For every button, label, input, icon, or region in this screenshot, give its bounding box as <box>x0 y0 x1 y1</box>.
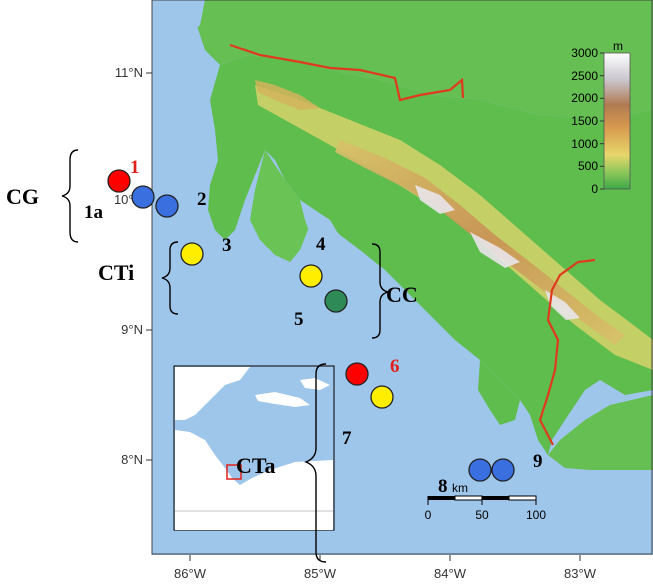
site-marker-8 <box>469 459 491 481</box>
site-label-2: 2 <box>197 189 207 210</box>
elevation-legend: m 3000 2500 2000 1500 1000 500 0 <box>558 39 638 196</box>
legend-tick-label: 0 <box>591 182 598 196</box>
group-label-cg: CG <box>6 184 39 209</box>
inset-map <box>174 366 334 530</box>
lon-label: 83°W <box>564 566 597 581</box>
scale-unit: km <box>452 481 468 495</box>
legend-colorbar <box>604 53 630 189</box>
group-label-cta: CTa <box>236 453 276 478</box>
site-marker-7 <box>371 386 393 408</box>
scale-tick-label: 100 <box>526 508 546 522</box>
scale-seg <box>482 496 509 500</box>
site-label-3: 3 <box>222 235 232 256</box>
site-marker-1 <box>108 170 130 192</box>
site-label-4: 4 <box>316 234 326 255</box>
group-label-cti: CTi <box>98 260 134 285</box>
group-label-cc: CC <box>386 282 418 307</box>
legend-tick-label: 2000 <box>571 91 598 105</box>
legend-tick-label: 2500 <box>571 69 598 83</box>
lat-label: 8°N <box>121 452 143 467</box>
lon-axis: 86°W 85°W 84°W 83°W <box>174 555 597 581</box>
legend-tick-label: 500 <box>578 159 598 173</box>
site-marker-6 <box>346 363 368 385</box>
site-label-7: 7 <box>342 428 352 449</box>
legend-tick-label: 1000 <box>571 137 598 151</box>
scale-seg <box>509 496 536 500</box>
site-label-1a: 1a <box>84 202 104 223</box>
legend-unit: m <box>613 39 623 53</box>
lon-label: 85°W <box>304 566 337 581</box>
site-label-8: 8 <box>438 476 448 497</box>
lon-label: 86°W <box>174 566 207 581</box>
site-marker-4 <box>300 265 322 287</box>
lat-label: 9°N <box>121 322 143 337</box>
site-label-5: 5 <box>294 309 304 330</box>
site-label-6: 6 <box>390 356 400 377</box>
site-marker-5 <box>325 290 347 312</box>
site-marker-2 <box>156 195 178 217</box>
lat-label: 11°N <box>115 65 143 80</box>
legend-tick-label: 1500 <box>571 114 598 128</box>
scale-tick-label: 0 <box>425 508 432 522</box>
site-marker-1a <box>132 186 154 208</box>
site-marker-3 <box>181 243 203 265</box>
bracket-cg <box>62 150 78 242</box>
scale-tick-label: 50 <box>475 508 489 522</box>
site-label-9: 9 <box>533 451 543 472</box>
site-label-1: 1 <box>130 157 140 178</box>
legend-tick-label: 3000 <box>571 46 598 60</box>
lon-label: 84°W <box>434 566 467 581</box>
site-marker-9 <box>492 459 514 481</box>
scale-seg <box>455 496 482 500</box>
